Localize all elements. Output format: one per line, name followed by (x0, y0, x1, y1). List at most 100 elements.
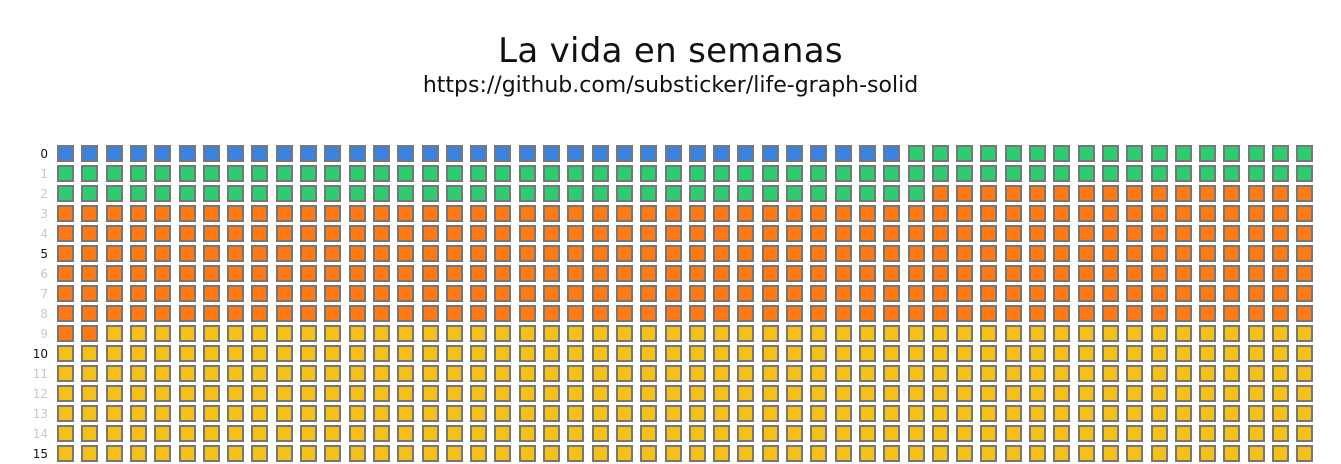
week-cell (737, 205, 754, 222)
week-cell (762, 405, 779, 422)
week-cell (203, 265, 220, 282)
week-cell (1102, 245, 1119, 262)
week-cell (422, 165, 439, 182)
week-cell (762, 325, 779, 342)
week-cell (1296, 165, 1313, 182)
week-cell (470, 165, 487, 182)
week-cell (786, 425, 803, 442)
week-cell (1151, 405, 1168, 422)
week-cell (956, 245, 973, 262)
week-cell (689, 365, 706, 382)
week-cell (883, 265, 900, 282)
week-cell (276, 165, 293, 182)
week-cell (1151, 365, 1168, 382)
week-cell (640, 245, 657, 262)
week-cell (1053, 245, 1070, 262)
week-cell (179, 325, 196, 342)
week-cell (908, 425, 925, 442)
week-cell (883, 185, 900, 202)
week-cell (81, 285, 98, 302)
week-cell (956, 145, 973, 162)
week-cell (276, 405, 293, 422)
week-cell (640, 325, 657, 342)
week-cell (179, 165, 196, 182)
week-cell (251, 405, 268, 422)
week-cell (956, 405, 973, 422)
week-cell (227, 285, 244, 302)
week-cell (494, 225, 511, 242)
week-cell (1248, 345, 1265, 362)
week-cell (251, 265, 268, 282)
week-cell (1272, 385, 1289, 402)
week-cell (227, 265, 244, 282)
week-cell (567, 325, 584, 342)
week-cell (422, 265, 439, 282)
week-cell (397, 345, 414, 362)
week-cell (324, 185, 341, 202)
week-cell (908, 325, 925, 342)
week-cell (1102, 425, 1119, 442)
week-cell (1175, 345, 1192, 362)
week-cell (251, 145, 268, 162)
week-cell (1175, 425, 1192, 442)
week-cell (980, 225, 997, 242)
week-cell (543, 185, 560, 202)
week-cell (227, 325, 244, 342)
week-cell (276, 245, 293, 262)
week-cell (349, 225, 366, 242)
week-cell (1199, 325, 1216, 342)
week-cell (1005, 185, 1022, 202)
week-cell (519, 405, 536, 422)
week-cell (519, 345, 536, 362)
week-cell (1005, 285, 1022, 302)
week-cell (1005, 225, 1022, 242)
week-cell (203, 345, 220, 362)
week-cell (494, 265, 511, 282)
week-cell (324, 385, 341, 402)
repo-link[interactable]: https://github.com/substicker/life-graph… (422, 73, 919, 98)
week-cell (980, 145, 997, 162)
week-cell (276, 325, 293, 342)
week-cell (1272, 225, 1289, 242)
week-cell (446, 205, 463, 222)
week-cell (203, 445, 220, 462)
week-cell (956, 305, 973, 322)
week-cell (154, 285, 171, 302)
week-cell (227, 305, 244, 322)
week-cell (1272, 185, 1289, 202)
week-cell (1005, 165, 1022, 182)
week-cell (956, 325, 973, 342)
week-cell (810, 445, 827, 462)
week-cell (106, 145, 123, 162)
week-cell (713, 445, 730, 462)
week-cell (835, 245, 852, 262)
week-cell (300, 145, 317, 162)
week-cell (665, 265, 682, 282)
week-cell (227, 365, 244, 382)
week-cell (397, 165, 414, 182)
week-cell (1102, 185, 1119, 202)
week-cell (81, 245, 98, 262)
week-cell (1102, 385, 1119, 402)
week-cell (1296, 265, 1313, 282)
week-cell (665, 225, 682, 242)
week-cell (665, 345, 682, 362)
week-cell (422, 145, 439, 162)
week-cell (592, 345, 609, 362)
week-cell (1199, 405, 1216, 422)
week-cell (1102, 205, 1119, 222)
week-cell (300, 405, 317, 422)
week-cell (567, 385, 584, 402)
week-cell (640, 345, 657, 362)
week-cell (519, 225, 536, 242)
week-cell (1029, 305, 1046, 322)
week-cell (835, 205, 852, 222)
week-cell (57, 385, 74, 402)
week-cell (859, 285, 876, 302)
week-cell (276, 185, 293, 202)
week-cell (519, 165, 536, 182)
week-cell (956, 345, 973, 362)
row-label: 0 (40, 147, 48, 161)
week-cell (1199, 345, 1216, 362)
week-cell (1223, 325, 1240, 342)
